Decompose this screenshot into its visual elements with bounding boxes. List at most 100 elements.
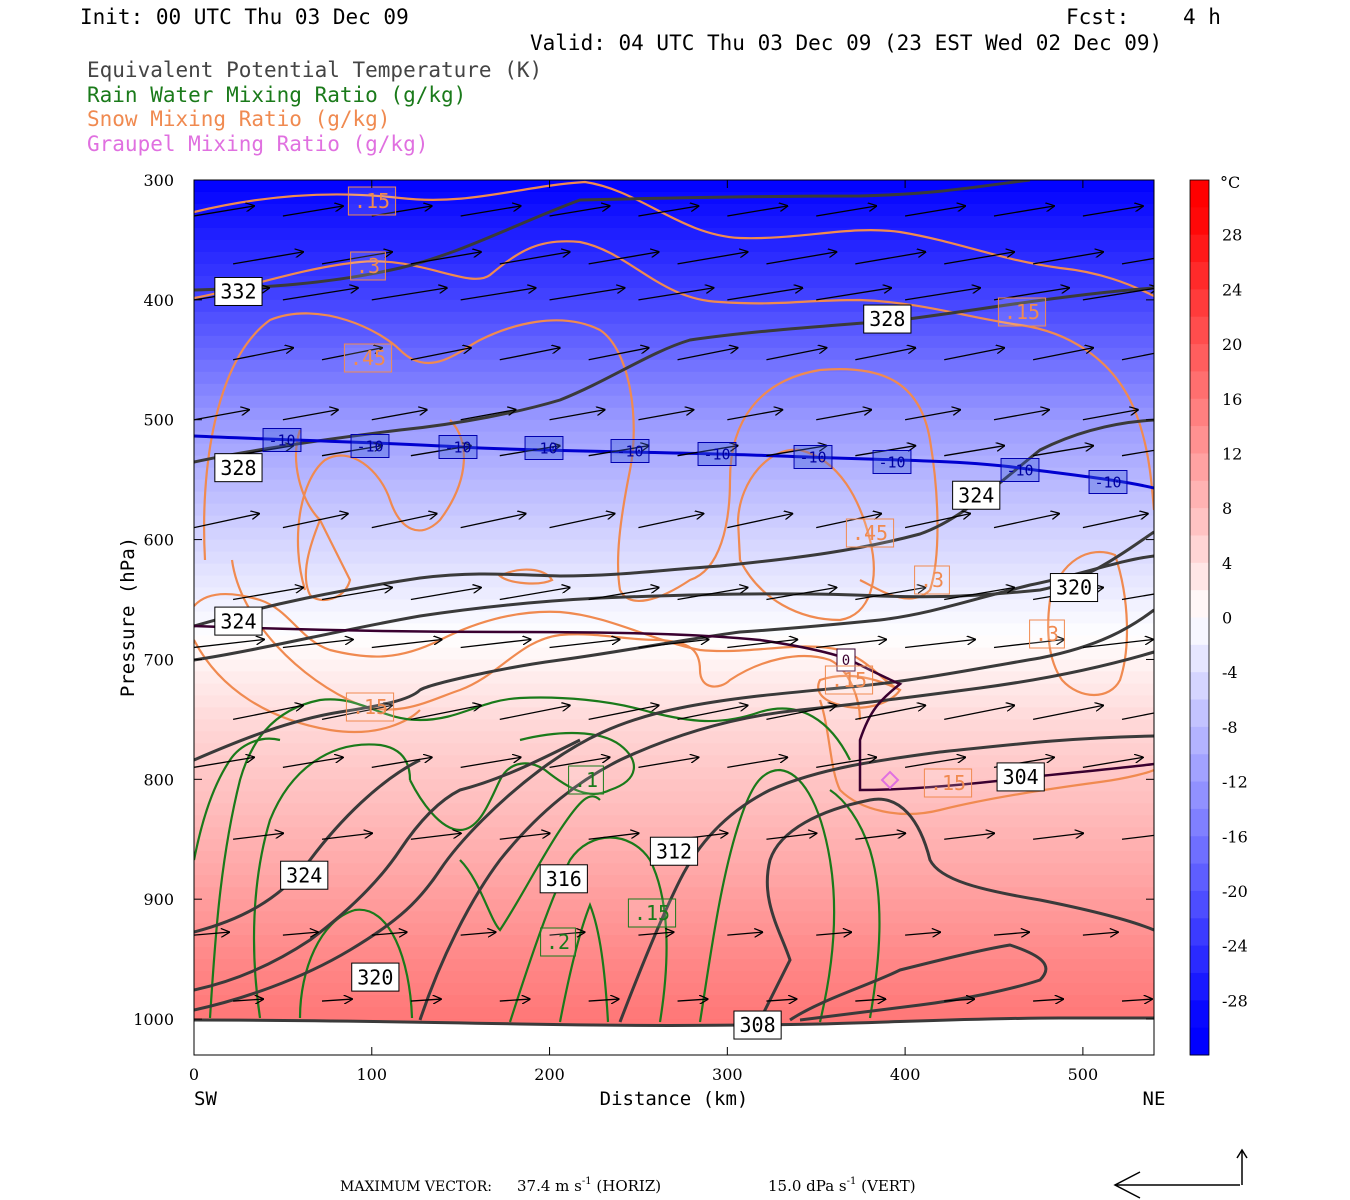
wind-vector — [499, 999, 530, 1001]
temperature-band — [194, 707, 1154, 720]
wind-vector — [1082, 206, 1143, 217]
wind-vector — [855, 705, 925, 721]
wind-vector — [371, 514, 437, 529]
wind-vector — [727, 639, 797, 649]
isotherm-label: -10 — [697, 442, 737, 466]
isotherm-label: -10 — [610, 439, 650, 463]
temperature-band — [194, 515, 1154, 529]
wind-vector — [1121, 834, 1154, 840]
wind-vector — [321, 833, 372, 840]
wind-vector — [588, 833, 639, 840]
snow-label: .3 — [914, 565, 950, 595]
wind-vector — [321, 999, 352, 1001]
svg-text:-10: -10 — [268, 431, 295, 449]
snow-contour — [817, 674, 902, 709]
temperature-band — [194, 671, 1154, 685]
temperature-band — [194, 383, 1154, 397]
vert-value: 15.0 dPa s — [768, 1177, 847, 1195]
y-axis-title: Pressure (hPa) — [117, 537, 139, 697]
wind-vector — [944, 252, 1014, 265]
wind-vector — [1082, 410, 1138, 421]
wind-vector — [410, 446, 471, 457]
wind-vector — [944, 446, 1004, 457]
svg-text:-10: -10 — [616, 442, 643, 460]
theta-e-contour — [194, 418, 1154, 628]
wind-vector — [499, 705, 570, 721]
theta-e-label: 324 — [214, 606, 263, 636]
wind-vector — [232, 705, 303, 721]
colorbar-segment — [1190, 426, 1209, 454]
colorbar-segment — [1190, 562, 1209, 591]
theta-e-contour — [418, 650, 1154, 1021]
rain-label: .2 — [540, 927, 576, 957]
wind-vector — [905, 932, 940, 935]
rain-label: .15 — [627, 898, 677, 928]
wind-vector — [993, 514, 1059, 529]
wind-vector — [282, 514, 348, 529]
temperature-band — [194, 359, 1154, 373]
wind-vector — [766, 705, 836, 721]
svg-text:-10: -10 — [799, 448, 826, 466]
colorbar-tick-label: 0 — [1222, 609, 1232, 628]
graupel-contour — [880, 770, 900, 790]
x-tick-label: 0 — [189, 1065, 199, 1084]
wind-vector — [905, 288, 980, 301]
theta-e-contour — [758, 797, 1154, 1021]
isotherm-label: -10 — [438, 435, 478, 459]
svg-text:328: 328 — [220, 456, 256, 480]
wind-vector — [410, 348, 471, 361]
wind-vector — [233, 588, 303, 601]
wind-vector — [460, 757, 521, 768]
temperature-band — [194, 275, 1154, 289]
wind-vector — [1121, 999, 1152, 1001]
y-tick-label: 300 — [143, 171, 174, 190]
wind-vector — [816, 410, 871, 421]
wind-vector — [549, 757, 610, 768]
colorbar-segment — [1190, 836, 1209, 865]
colorbar-segment — [1190, 781, 1209, 810]
wind-vector — [321, 588, 392, 601]
wind-vector — [460, 288, 536, 301]
colorbar-segment — [1190, 344, 1209, 372]
wind-vector — [638, 206, 698, 217]
rain-contour — [252, 743, 412, 1019]
isotherm-label: -10 — [872, 450, 912, 474]
svg-text:324: 324 — [220, 609, 256, 633]
svg-text:-10: -10 — [356, 437, 383, 455]
colorbar-segment — [1190, 398, 1209, 427]
rain-contour — [698, 768, 836, 1023]
temperature-band — [194, 599, 1154, 613]
wind-vector — [944, 833, 994, 840]
svg-text:.15: .15 — [352, 695, 388, 719]
wind-vector — [727, 206, 787, 217]
svg-text:-10: -10 — [878, 453, 905, 471]
y-tick-label: 400 — [143, 291, 174, 310]
wind-vector — [194, 206, 254, 217]
wind-vector — [855, 348, 915, 361]
temperature-band — [194, 803, 1154, 816]
y-tick-label: 900 — [143, 890, 174, 909]
colorbar-segment — [1190, 262, 1209, 290]
snow-contour — [194, 180, 1154, 297]
wind-vector — [194, 757, 254, 768]
colorbar-tick-label: -16 — [1222, 827, 1248, 846]
wind-vector — [410, 705, 481, 721]
colorbar-tick-label: -4 — [1222, 663, 1238, 682]
svg-text:.15: .15 — [354, 189, 390, 213]
x-axis-title: Distance (km) — [600, 1088, 749, 1110]
wind-vector — [993, 639, 1064, 649]
colorbar-tick-label: 12 — [1222, 444, 1242, 463]
snow-contour — [194, 240, 1154, 511]
x-tick-label: 300 — [712, 1065, 743, 1084]
below-ground-area — [194, 1018, 1154, 1055]
wind-vector — [549, 932, 585, 935]
wind-vector — [1082, 514, 1148, 529]
temperature-band — [194, 743, 1154, 756]
temperature-band — [194, 371, 1154, 385]
theta-e-label: 312 — [649, 836, 699, 866]
wind-vector — [677, 588, 748, 601]
wind-vector — [816, 514, 881, 529]
temperature-band — [194, 479, 1154, 493]
wind-vector — [905, 639, 975, 649]
wind-vector — [905, 757, 965, 768]
